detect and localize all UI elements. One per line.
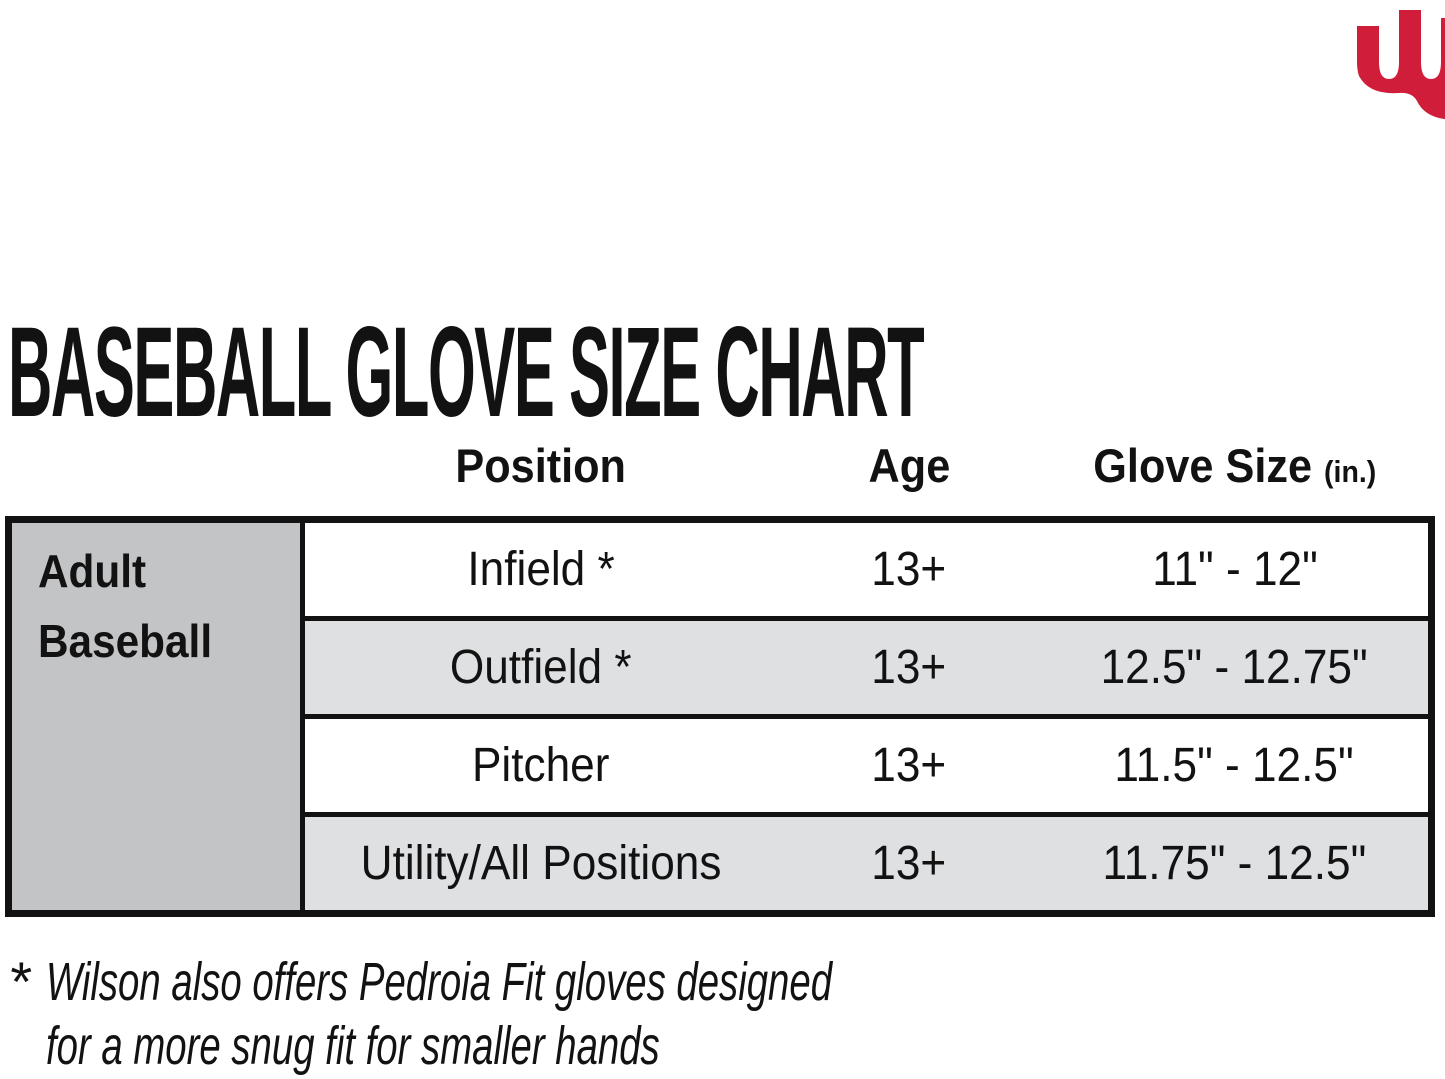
cell-position: Pitcher bbox=[472, 739, 610, 792]
cell-glove-size: 11.75" - 12.5" bbox=[1102, 837, 1367, 890]
column-header-position: Position bbox=[305, 438, 777, 493]
table-row-utility: Utility/All Positions 13+ 11.75" - 12.5" bbox=[305, 817, 1428, 910]
row-group-label-adult-baseball: Adult Baseball bbox=[12, 523, 300, 910]
cell-age: 13+ bbox=[871, 641, 947, 694]
cell-glove-size: 11" - 12" bbox=[1151, 543, 1318, 596]
table-header-row: Position Age Glove Size (in.) bbox=[305, 438, 1428, 493]
row-group-label-line1: Adult bbox=[38, 545, 147, 597]
cell-age: 13+ bbox=[871, 837, 947, 890]
table-row-infield: Infield * 13+ 11" - 12" bbox=[305, 523, 1428, 616]
glove-size-table: Adult Baseball Infield * 13+ 11" - 12" O… bbox=[5, 516, 1435, 917]
column-header-age-label: Age bbox=[868, 439, 950, 492]
row-group-label-line2: Baseball bbox=[38, 615, 213, 667]
footnote: * Wilson also offers Pedroia Fit gloves … bbox=[8, 950, 1153, 1078]
glove-size-unit-label: (in.) bbox=[1323, 454, 1376, 489]
cell-position: Infield * bbox=[467, 543, 615, 596]
page-title: BASEBALL GLOVE SIZE CHART bbox=[8, 300, 925, 444]
column-header-glove-size-label: Glove Size bbox=[1093, 439, 1312, 492]
footnote-line1: Wilson also offers Pedroia Fit gloves de… bbox=[45, 952, 832, 1012]
table-row-outfield: Outfield * 13+ 12.5" - 12.75" bbox=[305, 621, 1428, 714]
table-row-pitcher: Pitcher 13+ 11.5" - 12.5" bbox=[305, 719, 1428, 812]
column-header-glove-size-label-wrap: Glove Size (in.) bbox=[1093, 438, 1376, 493]
cell-position: Outfield * bbox=[450, 641, 632, 694]
column-header-glove-size: Glove Size (in.) bbox=[1041, 438, 1428, 493]
cell-age: 13+ bbox=[871, 543, 947, 596]
cell-position: Utility/All Positions bbox=[360, 837, 722, 890]
wilson-w-logo bbox=[1357, 10, 1445, 120]
column-header-position-label: Position bbox=[455, 439, 627, 492]
footnote-line2: for a more snug fit for smaller hands bbox=[45, 1016, 660, 1076]
cell-age: 13+ bbox=[871, 739, 947, 792]
cell-glove-size: 12.5" - 12.75" bbox=[1100, 641, 1369, 694]
footnote-asterisk: * bbox=[8, 950, 30, 1013]
cell-glove-size: 11.5" - 12.5" bbox=[1114, 739, 1355, 792]
column-header-age: Age bbox=[777, 438, 1041, 493]
footnote-text: Wilson also offers Pedroia Fit gloves de… bbox=[46, 950, 1153, 1078]
